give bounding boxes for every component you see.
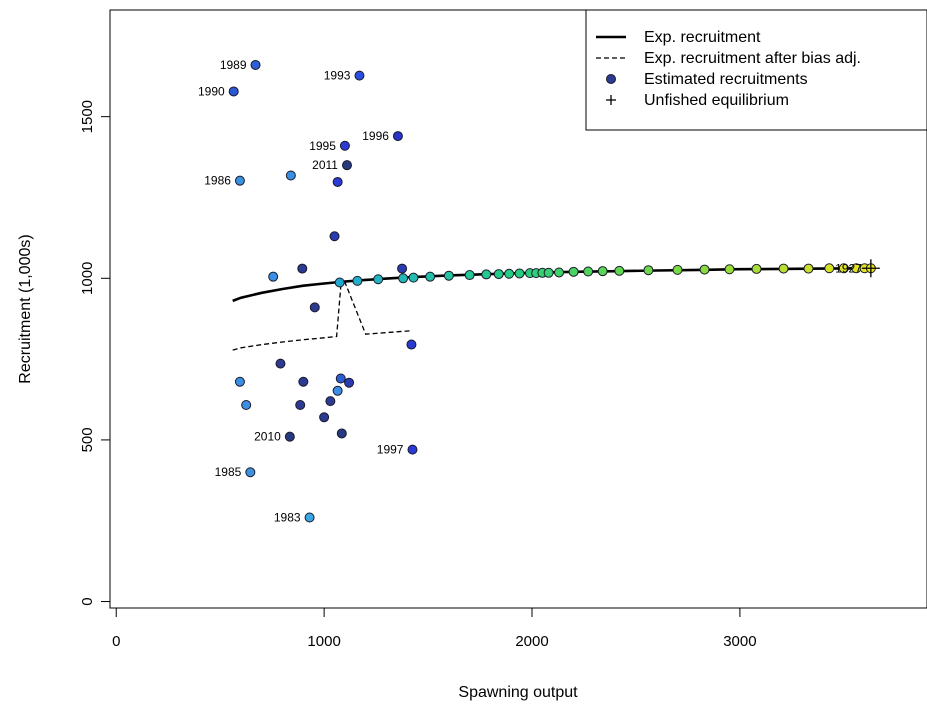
recruitment-point: [643, 265, 654, 276]
recruitment-point: [250, 59, 261, 70]
recruitment-point: [751, 263, 762, 274]
legend-box: [585, 9, 927, 131]
recruitment-point: [597, 266, 608, 277]
recruitment-point: [373, 274, 384, 285]
recruitment-point: [672, 264, 683, 275]
recruitment-point: [778, 263, 789, 274]
year-label: 1927: [835, 261, 862, 275]
recruitment-point: [514, 268, 525, 279]
recruitment-point: [803, 263, 814, 274]
axes: 0 1000 2000 3000 0 500 1000 1500: [79, 100, 757, 650]
recruitment-point: [614, 265, 625, 276]
y-tick-label: 1500: [79, 100, 96, 133]
recruitment-point: [336, 428, 347, 439]
recruitment-point: [275, 358, 286, 369]
legend-dot-swatch: [606, 74, 616, 84]
year-label: 1997: [377, 443, 404, 457]
recruitment-point: [481, 269, 492, 280]
recruitment-point: [228, 86, 239, 97]
legend-label: Estimated recruitments: [644, 71, 808, 88]
recruitment-point: [398, 273, 409, 284]
year-label: 1985: [215, 465, 242, 479]
recruitment-point: [284, 431, 295, 442]
recruitment-point: [309, 302, 320, 313]
recruitment-point: [354, 70, 365, 81]
year-label: 1989: [220, 58, 247, 72]
x-tick-label: 3000: [723, 633, 756, 650]
recruitment-point: [407, 444, 418, 455]
year-label: 2010: [254, 430, 281, 444]
recruitment-point: [329, 231, 340, 242]
recruitment-point: [341, 160, 352, 171]
recruitment-point: [245, 467, 256, 478]
recruitment-point: [319, 412, 330, 423]
legend: Exp. recruitment Exp. recruitment after b…: [585, 9, 927, 131]
recruitment-point: [568, 266, 579, 277]
recruitment-point: [838, 263, 849, 274]
recruitment-point: [298, 376, 309, 387]
year-labels: 1989 1990 1993 1996 1995 2011 1986 2010 1997 1985…: [198, 58, 862, 525]
y-tick-label: 0: [79, 597, 96, 605]
x-tick-label: 0: [112, 633, 120, 650]
y-axis-title: Recruitment (1,000s): [17, 234, 34, 383]
recruitment-point: [493, 269, 504, 280]
recruitment-point: [325, 396, 336, 407]
recruitment-point: [699, 264, 710, 275]
year-label: 1986: [204, 174, 231, 188]
recruitment-point: [332, 176, 343, 187]
y-tick-label: 1000: [79, 262, 96, 295]
recruitment-point: [332, 385, 343, 396]
recruitment-point: [297, 263, 308, 274]
legend-label: Unfished equilibrium: [644, 92, 789, 109]
year-label: 1983: [274, 510, 301, 524]
year-label: 2011: [312, 158, 338, 172]
recruitment-point: [268, 271, 279, 282]
x-tick-label: 1000: [307, 633, 340, 650]
recruitment-point: [334, 277, 345, 288]
year-label: 1993: [324, 69, 351, 83]
unfished-equilibrium-marker: [861, 259, 880, 278]
recruitment-point: [397, 263, 408, 274]
recruitment-point: [241, 400, 252, 411]
recruitment-point: [304, 512, 315, 523]
recruitment-point: [234, 175, 245, 186]
recruitment-point: [583, 266, 594, 277]
legend-label: Exp. recruitment after bias adj.: [644, 50, 861, 67]
y-tick-label: 500: [79, 427, 96, 452]
recruitment-point: [344, 377, 355, 388]
year-label: 1996: [362, 129, 389, 143]
recruitment-point: [234, 376, 245, 387]
bias-adjusted-recruitment-line: [232, 281, 412, 351]
year-label: 1990: [198, 84, 225, 98]
recruitment-point: [554, 267, 565, 278]
recruitment-point: [335, 373, 346, 384]
recruitment-point: [824, 263, 835, 274]
recruitment-point: [443, 270, 454, 281]
recruitment-point: [339, 140, 350, 151]
recruitment-point: [464, 270, 475, 281]
x-axis-title: Spawning output: [458, 684, 578, 701]
recruitment-point: [425, 271, 436, 282]
recruitment-point: [285, 170, 296, 181]
curves: [232, 267, 865, 351]
recruitment-point: [392, 131, 403, 142]
recruitment-point: [295, 400, 306, 411]
recruitment-point: [724, 264, 735, 275]
recruitment-point: [543, 267, 554, 278]
estimated-recruitment-points: [228, 59, 876, 523]
recruitment-point: [408, 272, 419, 283]
recruitment-point: [504, 268, 515, 279]
x-tick-label: 2000: [515, 633, 548, 650]
recruitment-point: [406, 339, 417, 350]
legend-label: Exp. recruitment: [644, 29, 761, 46]
year-label: 1995: [309, 139, 336, 153]
recruitment-point: [352, 275, 363, 286]
